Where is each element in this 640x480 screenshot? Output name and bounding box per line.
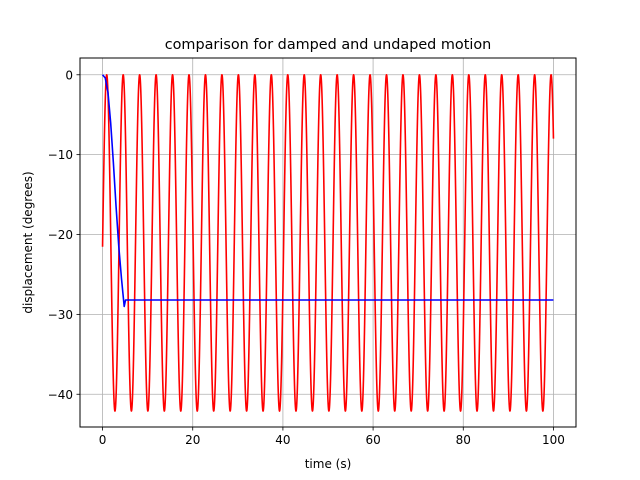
series-line-2 [101,74,554,308]
x-tick-label: 60 [365,433,380,447]
axis-ticks: 0 20 40 60 80 100 0 −10 −20 −30 −40 [48,68,565,447]
chart-title: comparison for damped and undaped motion [165,37,492,53]
x-tick-label: 40 [275,433,290,447]
plot-area-frame [79,57,577,428]
y-tick-label: −20 [48,228,73,242]
y-tick-label: −10 [48,148,73,162]
y-tick-label: 0 [65,68,73,82]
x-tick-label: 80 [456,433,471,447]
plot-series [101,73,555,412]
y-axis-label: displacement (degrees) [21,171,35,313]
x-tick-label: 20 [185,433,200,447]
x-tick-label: 100 [542,433,565,447]
series-line-1 [101,73,555,412]
y-tick-label: −30 [48,308,73,322]
x-axis-label: time (s) [305,457,352,471]
y-tick-label: −40 [48,388,73,402]
x-tick-label: 0 [99,433,107,447]
